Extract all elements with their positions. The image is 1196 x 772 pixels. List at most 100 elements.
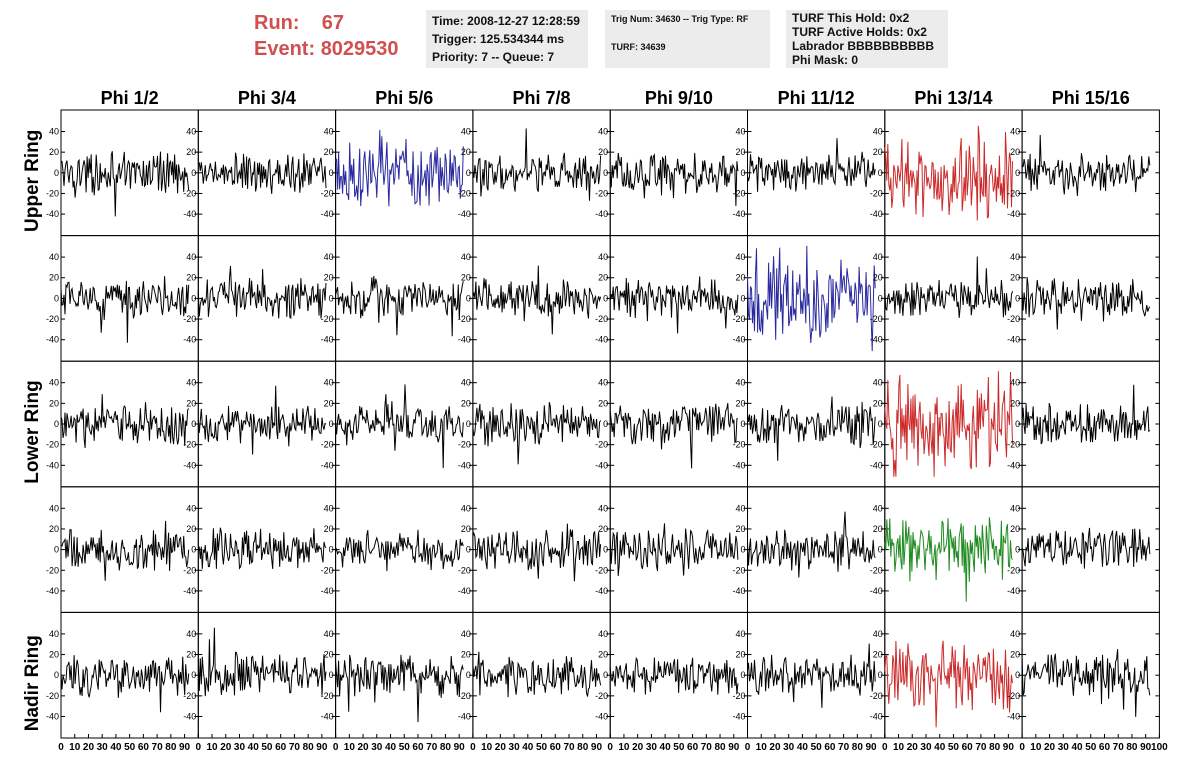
run-line: Run: 67 xyxy=(254,10,399,36)
waveform-r3-c1 xyxy=(60,394,190,449)
ytick-label: 20 xyxy=(735,524,745,534)
panel-frame-r1-c2 xyxy=(197,109,337,237)
ytick-label: 0 xyxy=(191,419,196,429)
xtick-label: 50 xyxy=(948,742,960,753)
ytick-label: 20 xyxy=(461,273,471,283)
ytick-label: -40 xyxy=(595,460,608,470)
xtick-label: 60 xyxy=(1099,742,1111,753)
ytick-label: -20 xyxy=(458,188,471,198)
ytick-label: -20 xyxy=(870,691,883,701)
trig-num-line: Trig Num: 34630 -- Trig Type: RF xyxy=(611,14,749,24)
column-title-6: Phi 11/12 xyxy=(778,88,855,108)
xtick-label: 70 xyxy=(975,742,987,753)
xtick-label: 90 xyxy=(728,742,740,753)
ytick-label: 20 xyxy=(461,147,471,157)
xtick-label: 60 xyxy=(824,742,836,753)
xtick-label: 90 xyxy=(316,742,328,753)
ytick-label: 20 xyxy=(461,398,471,408)
ytick-label: 20 xyxy=(873,650,883,660)
ytick-label: 20 xyxy=(186,398,196,408)
ytick-label: 40 xyxy=(873,629,883,639)
ytick-label: 20 xyxy=(186,273,196,283)
ytick-label: 0 xyxy=(54,168,59,178)
xtick-label: 40 xyxy=(660,742,672,753)
ytick-label: 0 xyxy=(54,670,59,680)
ytick-label: -40 xyxy=(1007,209,1020,219)
ytick-label: 40 xyxy=(873,126,883,136)
waveform-r3-c8 xyxy=(1021,384,1151,445)
ytick-label: -20 xyxy=(46,188,59,198)
ytick-label: 40 xyxy=(735,378,745,388)
xtick-label: 60 xyxy=(412,742,424,753)
column-title-7: Phi 13/14 xyxy=(914,88,992,108)
waveform-r1-c7 xyxy=(884,125,1013,221)
xtick-label: 90 xyxy=(1140,742,1152,753)
ytick-label: 40 xyxy=(873,503,883,513)
ytick-label: 20 xyxy=(1010,398,1020,408)
ytick-label: -20 xyxy=(1007,440,1020,450)
ytick-label: -40 xyxy=(458,712,471,722)
ytick-label: -40 xyxy=(183,586,196,596)
xtick-label: 70 xyxy=(701,742,713,753)
ytick-label: 20 xyxy=(49,273,59,283)
turf-line: TURF: 34639 xyxy=(611,42,666,52)
xtick-label: 90 xyxy=(179,742,191,753)
ytick-label: 0 xyxy=(1015,293,1020,303)
ytick-label: 20 xyxy=(1010,147,1020,157)
waveform-r1-c6 xyxy=(747,138,876,192)
ytick-label: 40 xyxy=(186,126,196,136)
ytick-label: 20 xyxy=(324,650,334,660)
turf-this-hold: TURF This Hold: 0x2 xyxy=(792,11,910,25)
ytick-label: 20 xyxy=(735,273,745,283)
ytick-label: -40 xyxy=(595,586,608,596)
waveform-r3-c5 xyxy=(609,403,738,469)
ytick-label: -40 xyxy=(183,712,196,722)
waveform-r4-c4 xyxy=(472,523,602,582)
ytick-label: 0 xyxy=(1015,419,1020,429)
ytick-label: 20 xyxy=(598,524,608,534)
ytick-label: 40 xyxy=(324,503,334,513)
panel-frame-r4-c3 xyxy=(335,486,474,613)
ytick-label: 0 xyxy=(1015,168,1020,178)
ytick-label: 20 xyxy=(324,273,334,283)
ytick-label: 40 xyxy=(49,629,59,639)
waveform-r3-c3 xyxy=(335,384,464,469)
ytick-label: -40 xyxy=(732,460,745,470)
xtick-label: 0 xyxy=(333,742,339,753)
ytick-label: 40 xyxy=(49,126,59,136)
xtick-label: 90 xyxy=(454,742,466,753)
ytick-label: -20 xyxy=(732,188,745,198)
ytick-label: 0 xyxy=(466,670,471,680)
ytick-label: 0 xyxy=(878,545,883,555)
ytick-label: -40 xyxy=(870,586,883,596)
ytick-label: -40 xyxy=(46,586,59,596)
xtick-label: 20 xyxy=(907,742,919,753)
ytick-label: -20 xyxy=(870,188,883,198)
xtick-label: 70 xyxy=(1113,742,1125,753)
ytick-label: 20 xyxy=(324,398,334,408)
xtick-label: 80 xyxy=(989,742,1001,753)
ytick-label: -20 xyxy=(595,188,608,198)
ytick-label: 20 xyxy=(324,147,334,157)
waveform-r3-c2 xyxy=(197,385,327,455)
xtick-label: 10 xyxy=(69,742,81,753)
xtick-label: 20 xyxy=(495,742,507,753)
waveform-r1-c1 xyxy=(60,151,190,217)
ytick-label: 40 xyxy=(873,378,883,388)
ytick-label: -40 xyxy=(870,460,883,470)
xtick-label: 60 xyxy=(275,742,287,753)
ytick-label: 40 xyxy=(1010,629,1020,639)
ytick-label: 20 xyxy=(873,273,883,283)
xtick-label: 10 xyxy=(756,742,768,753)
ytick-label: 0 xyxy=(329,293,334,303)
xtick-label: 50 xyxy=(811,742,823,753)
xtick-label: 20 xyxy=(220,742,232,753)
waveform-r1-c3 xyxy=(335,129,464,207)
ytick-label: 20 xyxy=(598,650,608,660)
ytick-label: 40 xyxy=(735,252,745,262)
ytick-label: -40 xyxy=(321,586,334,596)
ytick-label: -20 xyxy=(321,691,334,701)
column-title-2: Phi 3/4 xyxy=(238,88,296,108)
xtick-label: 20 xyxy=(83,742,95,753)
ytick-label: 0 xyxy=(1015,545,1020,555)
